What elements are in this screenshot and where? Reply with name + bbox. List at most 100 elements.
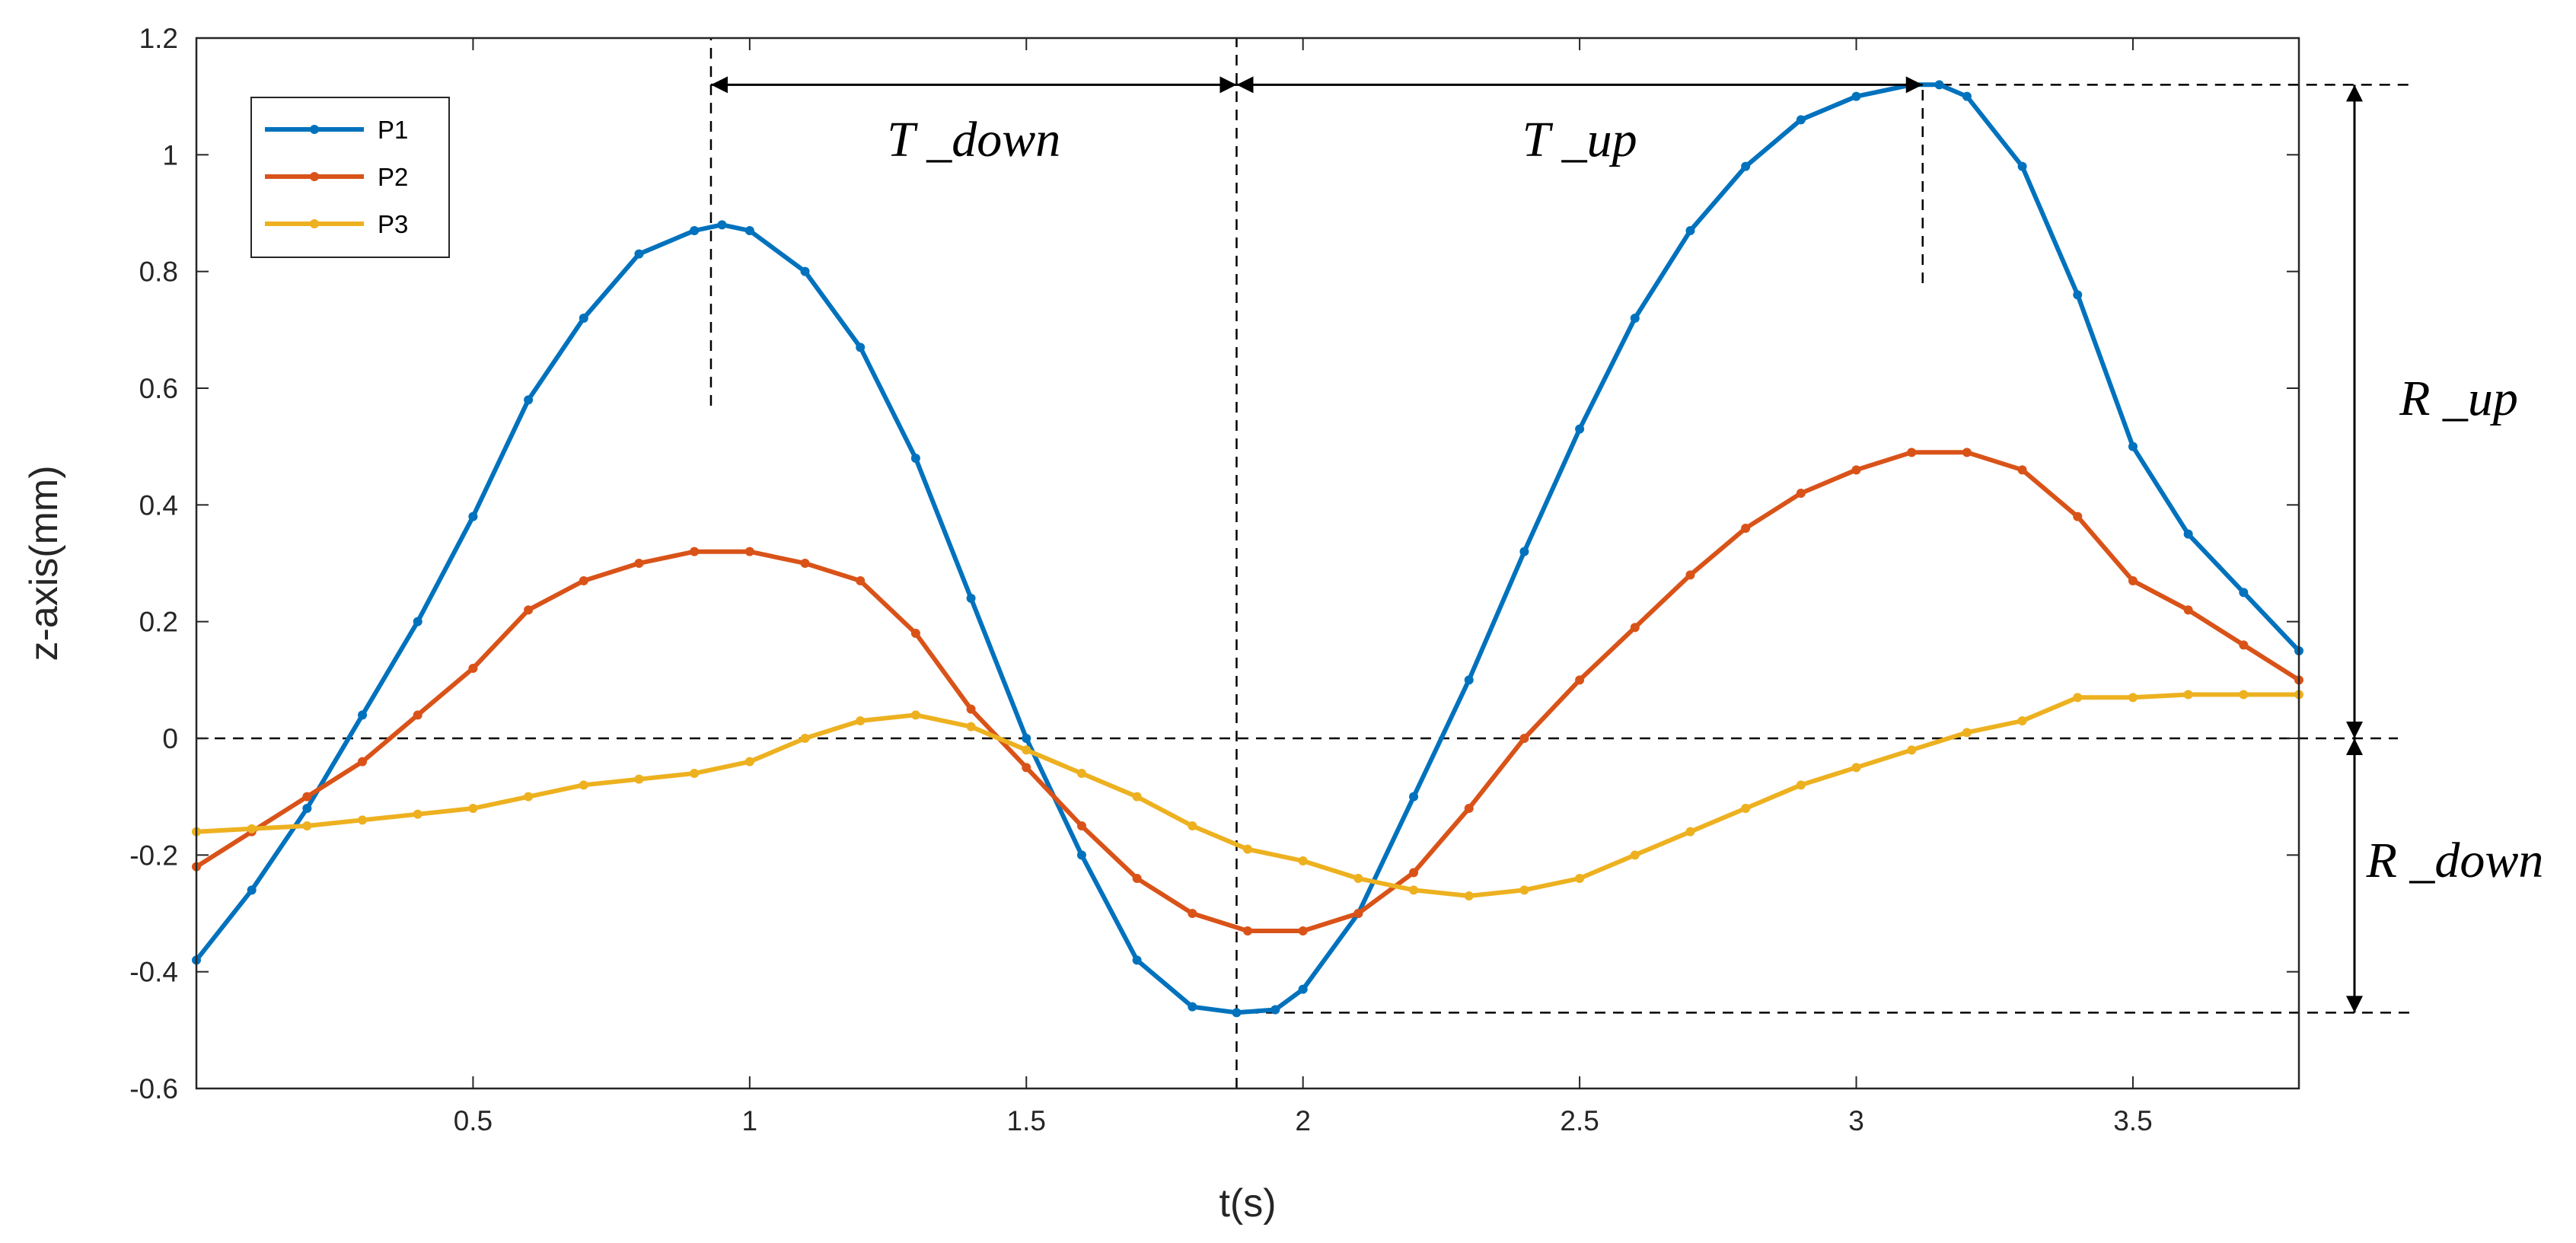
data-point bbox=[2183, 605, 2193, 615]
data-point bbox=[524, 395, 534, 405]
data-point bbox=[1934, 80, 1944, 90]
x-axis: 0.5 1 1.5 2 2.5 3 3.5 bbox=[454, 38, 2153, 1136]
series-p3 bbox=[192, 690, 2303, 900]
data-point bbox=[1022, 734, 1031, 743]
data-point bbox=[1851, 763, 1861, 773]
data-point bbox=[1270, 1005, 1280, 1015]
data-point bbox=[247, 824, 257, 833]
data-point bbox=[2017, 716, 2027, 725]
data-point bbox=[1962, 91, 1972, 101]
data-point bbox=[2183, 690, 2193, 700]
data-point bbox=[413, 617, 422, 626]
series-layer bbox=[192, 80, 2303, 1018]
annotations: T _down T _up R _up R _down bbox=[710, 76, 2544, 1013]
data-point bbox=[1575, 424, 1585, 434]
data-point bbox=[1076, 769, 1086, 778]
data-point bbox=[524, 605, 534, 615]
legend-marker bbox=[310, 125, 319, 134]
data-point bbox=[1464, 804, 1474, 813]
data-point bbox=[2239, 640, 2249, 650]
data-point bbox=[413, 710, 422, 720]
t-down-label: T _down bbox=[887, 112, 1060, 167]
x-tick-label: 1 bbox=[742, 1105, 758, 1136]
data-point bbox=[247, 885, 257, 895]
data-point bbox=[634, 249, 644, 259]
data-point bbox=[1022, 763, 1031, 773]
data-point bbox=[1243, 926, 1252, 935]
x-tick-label: 1.5 bbox=[1007, 1105, 1046, 1136]
data-point bbox=[1907, 745, 1917, 755]
data-point bbox=[524, 792, 534, 802]
data-point bbox=[1575, 675, 1585, 685]
data-point bbox=[413, 809, 422, 819]
data-point bbox=[744, 547, 754, 556]
legend: P1 P2 P3 bbox=[250, 97, 450, 258]
data-point bbox=[1298, 984, 1308, 994]
data-point bbox=[1232, 1008, 1242, 1018]
data-point bbox=[1132, 874, 1142, 883]
series-p2 bbox=[192, 448, 2303, 935]
x-tick-label: 3 bbox=[1848, 1105, 1864, 1136]
data-point bbox=[634, 559, 644, 568]
y-tick-label: 1 bbox=[162, 139, 178, 171]
data-point bbox=[1409, 885, 1419, 895]
data-point bbox=[1962, 448, 1972, 457]
data-point bbox=[910, 629, 920, 638]
data-point bbox=[2183, 529, 2193, 539]
data-point bbox=[1464, 675, 1474, 685]
data-point bbox=[1353, 874, 1363, 883]
data-point bbox=[1409, 792, 1419, 802]
data-point bbox=[966, 722, 976, 731]
data-point bbox=[1022, 745, 1031, 755]
r-down-label: R _down bbox=[2366, 833, 2544, 888]
data-point bbox=[1519, 547, 1529, 556]
data-point bbox=[1353, 909, 1363, 918]
data-point bbox=[579, 780, 588, 790]
data-point bbox=[2017, 161, 2027, 171]
r-up-label: R _up bbox=[2399, 371, 2518, 426]
data-point bbox=[910, 454, 920, 463]
data-point bbox=[966, 704, 976, 714]
data-point bbox=[579, 576, 588, 585]
data-point bbox=[2073, 693, 2083, 703]
data-point bbox=[1243, 844, 1252, 854]
data-point bbox=[2073, 512, 2083, 521]
arrow-head bbox=[2346, 84, 2363, 102]
data-point bbox=[1741, 161, 1751, 171]
data-point bbox=[1132, 955, 1142, 965]
data-point bbox=[468, 664, 478, 673]
y-tick-label: 1.2 bbox=[139, 23, 178, 54]
legend-label: P1 bbox=[378, 116, 408, 144]
x-tick-label: 2.5 bbox=[1560, 1105, 1599, 1136]
y-tick-label: -0.2 bbox=[129, 840, 178, 871]
data-point bbox=[634, 774, 644, 784]
data-point bbox=[468, 512, 478, 521]
data-point bbox=[1741, 524, 1751, 533]
data-point bbox=[2073, 290, 2083, 300]
data-point bbox=[1741, 804, 1751, 813]
data-point bbox=[856, 576, 866, 585]
legend-label: P2 bbox=[378, 163, 408, 191]
data-point bbox=[1685, 226, 1695, 235]
reference-lines bbox=[196, 38, 2413, 1088]
data-point bbox=[1298, 856, 1308, 865]
data-point bbox=[302, 821, 312, 830]
data-point bbox=[1575, 874, 1585, 883]
data-point bbox=[1188, 1002, 1197, 1012]
y-tick-label: 0.2 bbox=[139, 607, 178, 638]
data-point bbox=[1188, 821, 1197, 830]
data-point bbox=[2239, 690, 2249, 700]
data-point bbox=[690, 769, 700, 778]
y-tick-label: 0.8 bbox=[139, 257, 178, 288]
data-point bbox=[1076, 821, 1086, 830]
data-point bbox=[2017, 465, 2027, 475]
data-point bbox=[2128, 576, 2138, 585]
data-point bbox=[717, 220, 727, 230]
data-point bbox=[856, 343, 866, 352]
data-point bbox=[1796, 115, 1806, 125]
data-point bbox=[690, 547, 700, 556]
data-point bbox=[1409, 868, 1419, 878]
legend-marker bbox=[310, 219, 319, 228]
x-tick-label: 2 bbox=[1295, 1105, 1311, 1136]
